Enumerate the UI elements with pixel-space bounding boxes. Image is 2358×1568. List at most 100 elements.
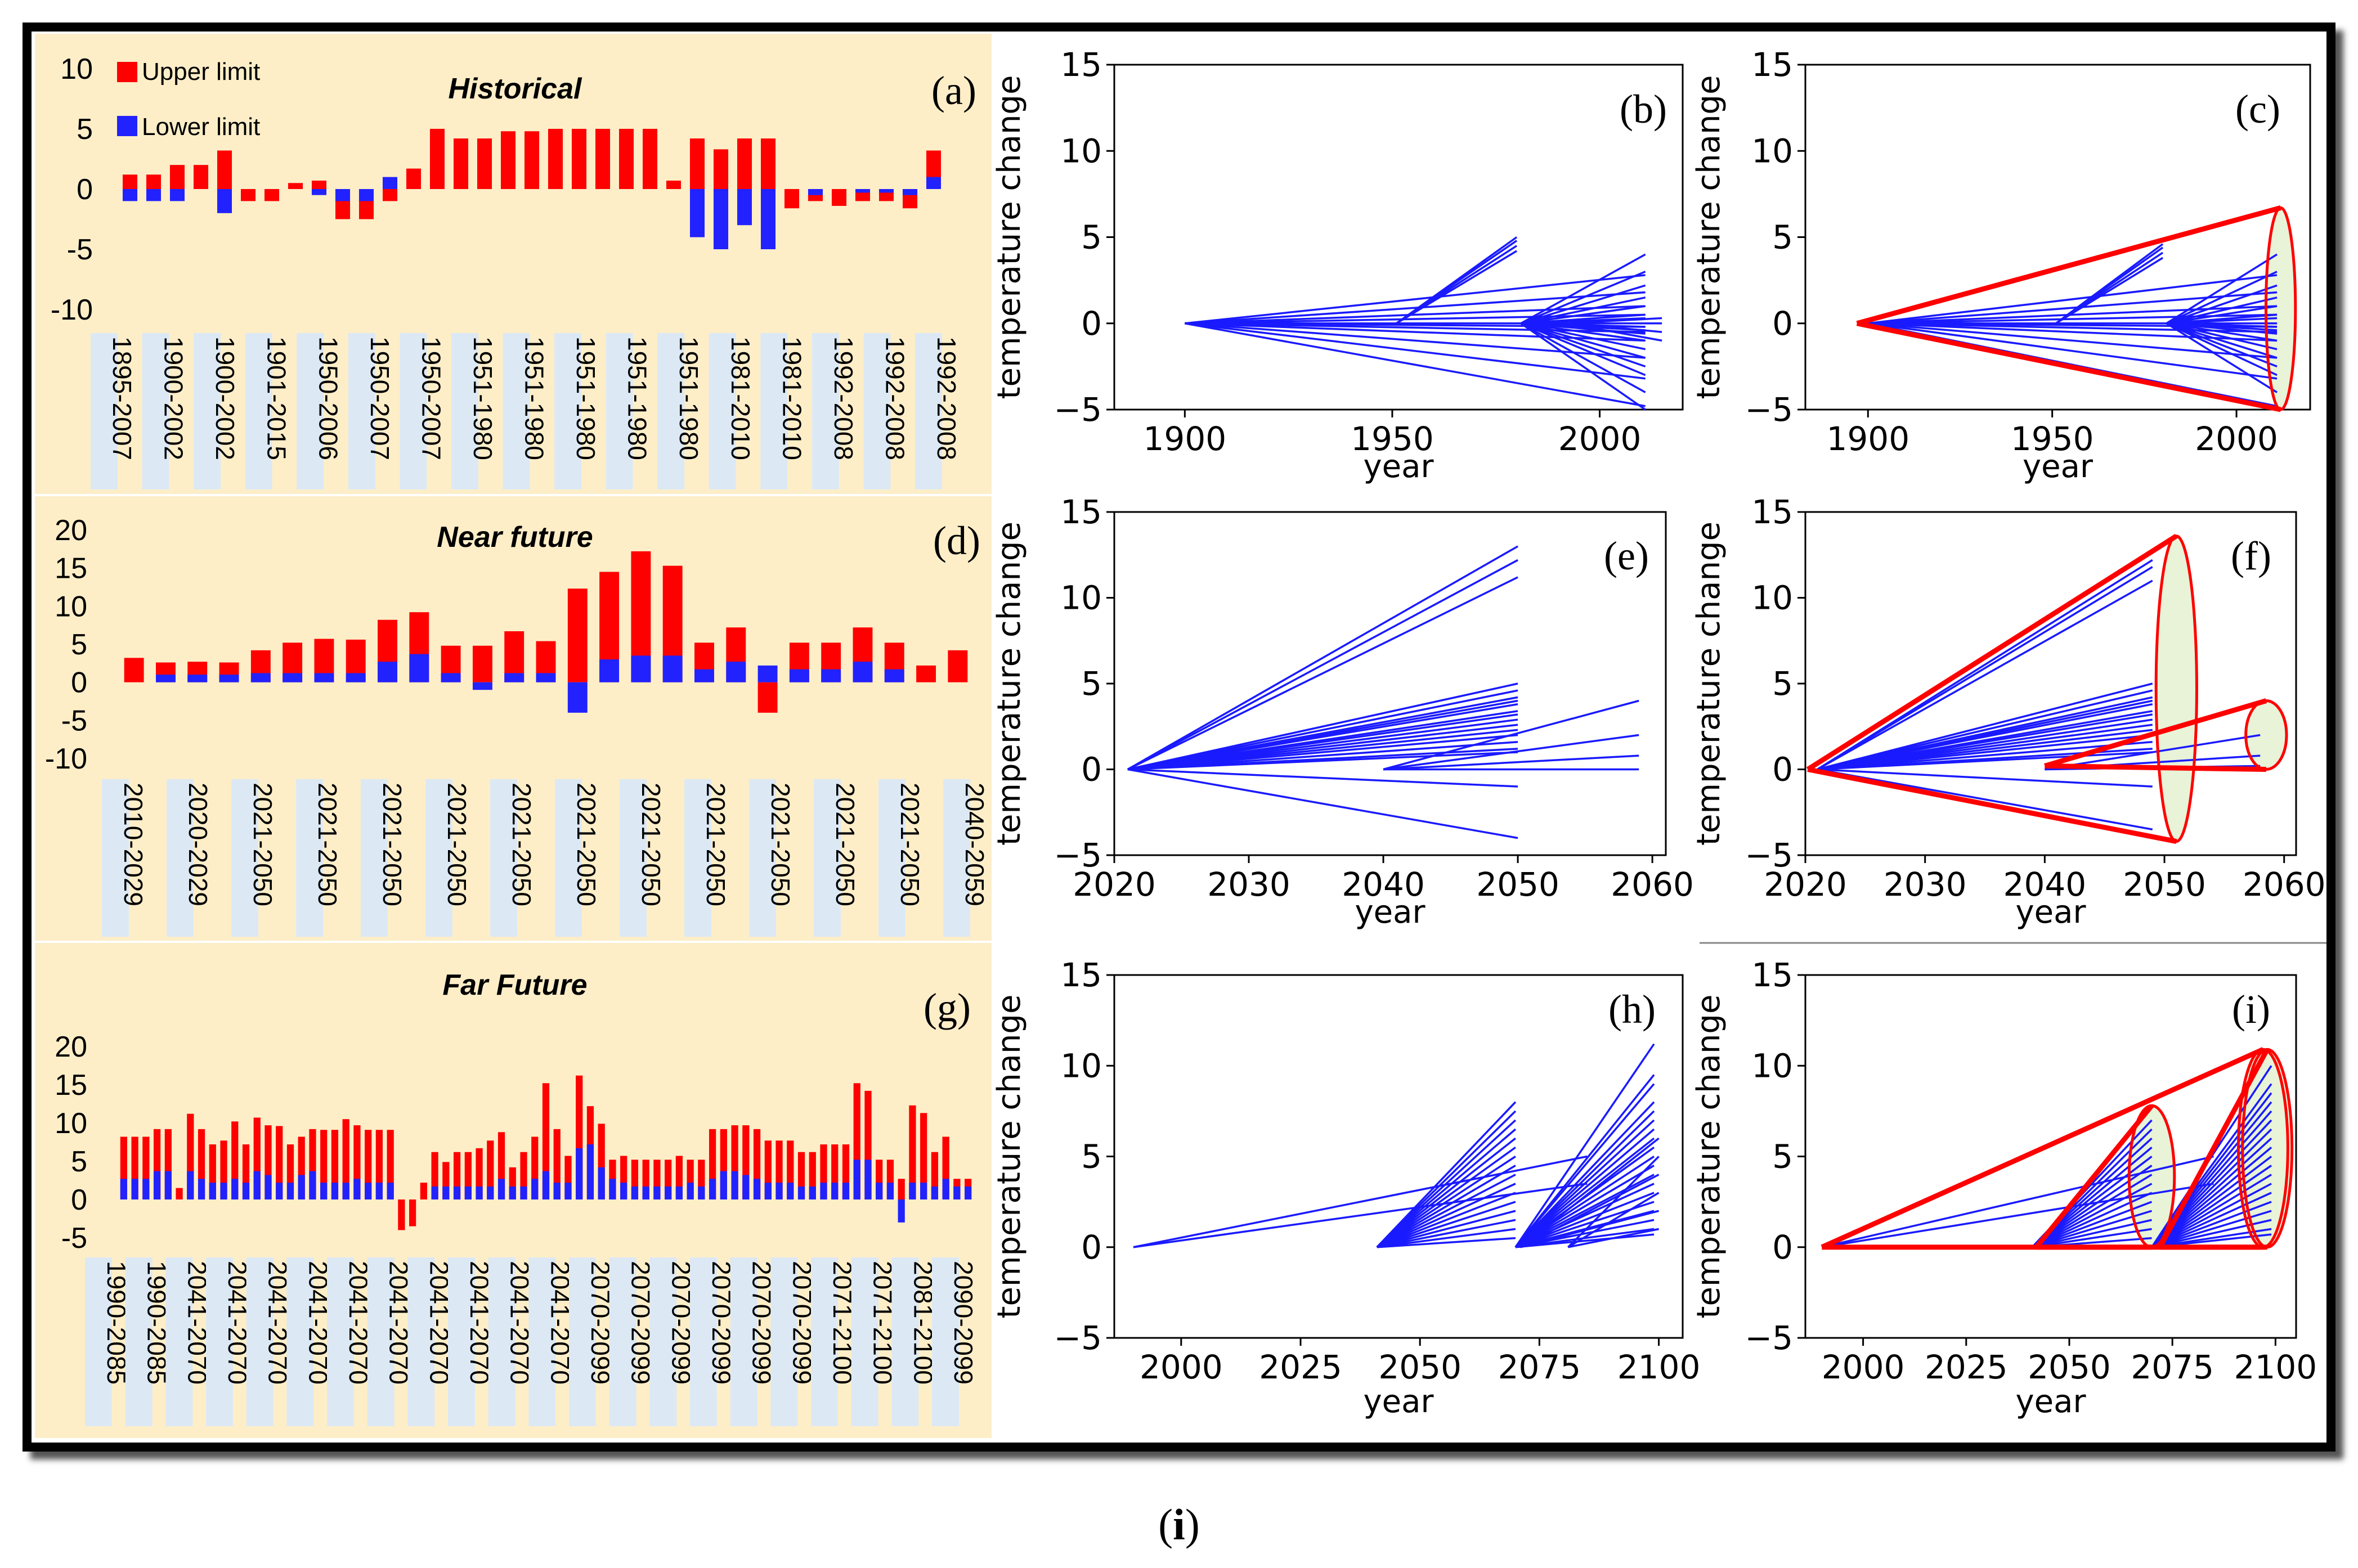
bar-upper <box>365 1130 372 1199</box>
bar-lower <box>665 1186 672 1199</box>
bar-lower <box>346 673 366 682</box>
x-tick-label: 1951-1980 <box>623 336 652 460</box>
x-tick-label: 2021-2050 <box>313 783 342 906</box>
bar-lower <box>453 1186 461 1199</box>
bar-lower <box>694 669 714 682</box>
bar-upper <box>542 1083 550 1199</box>
x-tick-label: 1950 <box>2011 420 2094 458</box>
y-tick-label: −5 <box>1745 836 1794 874</box>
bar-lower <box>387 1183 394 1199</box>
series-line <box>1567 1156 1660 1248</box>
bar-lower <box>884 669 904 682</box>
y-tick-label: 5 <box>1081 664 1102 703</box>
y-tick-label: 10 <box>1060 1046 1102 1085</box>
bar-lower <box>757 665 778 682</box>
line-chart-c: −5 0 5 10 15 1900 1950 2000 year temperature chan… <box>1691 46 2311 485</box>
x-label-background <box>327 1257 354 1426</box>
bar-lower <box>472 682 492 690</box>
x-axis-label: year <box>1364 448 1434 485</box>
series-line <box>1127 689 1518 771</box>
y-tick-label: −5 <box>1054 390 1102 429</box>
panel-label: (e) <box>1604 533 1649 578</box>
series-line <box>2151 1210 2272 1248</box>
x-label-background <box>684 779 711 937</box>
plot-frame <box>1113 64 1684 411</box>
bar-lower <box>821 669 841 682</box>
cone-edge <box>2045 763 2266 772</box>
y-tick-label: 5 <box>1081 1138 1102 1176</box>
x-tick-label: 2100 <box>2234 1348 2317 1386</box>
bar-lower <box>662 655 683 682</box>
bar-upper <box>548 129 563 189</box>
series-line <box>1817 751 2153 771</box>
panel-label: (f) <box>2231 533 2271 578</box>
bar-lower <box>464 1186 472 1199</box>
panel-label: (a) <box>931 68 976 113</box>
bar-lower <box>309 1171 316 1199</box>
series-line <box>1133 1183 1588 1248</box>
y-tick-label: 5 <box>1772 664 1793 703</box>
bar-upper <box>320 1130 328 1199</box>
series-line <box>1817 682 2153 771</box>
series-line <box>1514 1110 1655 1248</box>
bar-lower <box>209 1183 216 1199</box>
series-line <box>1817 740 2153 771</box>
series-line <box>1185 322 1646 359</box>
series-line <box>1868 274 2278 325</box>
series-line <box>1383 699 1639 771</box>
x-tick-label: 2090-2099 <box>949 1261 978 1385</box>
x-tick-label: 2050 <box>1378 1348 1462 1386</box>
bar-lower <box>713 189 729 249</box>
y-tick-label: 15 <box>1751 46 1793 84</box>
bar-upper <box>331 1130 339 1199</box>
bar-upper <box>382 189 398 201</box>
bar-lower <box>808 189 823 195</box>
x-label-background <box>811 1257 838 1426</box>
series-line <box>2151 1192 2272 1248</box>
x-label-background <box>194 333 221 489</box>
series-line <box>1377 1183 1516 1248</box>
x-label-background <box>606 333 633 489</box>
cone-fill <box>2245 700 2287 770</box>
x-axis-label: year <box>1355 894 1426 931</box>
bar-lower <box>220 1183 227 1199</box>
y-axis-label: temperature change <box>991 995 1028 1319</box>
series-line <box>1127 734 1518 771</box>
x-label-background <box>851 1257 878 1426</box>
bar-lower <box>250 673 271 682</box>
x-label-background <box>167 779 194 937</box>
series-line <box>2166 271 2278 325</box>
y-tick-label: 5 <box>71 1145 87 1178</box>
y-tick-label: -5 <box>67 233 93 266</box>
bar-lower <box>198 1179 205 1199</box>
x-tick-label: 2030 <box>1884 865 1967 904</box>
x-tick-label: 2021-2050 <box>248 783 277 906</box>
y-tick-label: -5 <box>61 1222 87 1255</box>
chart-title: Far Future <box>442 969 587 1001</box>
bar-upper <box>487 1140 494 1199</box>
bar-lower <box>375 1183 383 1199</box>
x-label-background <box>102 779 129 937</box>
series-line <box>2032 1228 2152 1248</box>
bar-upper <box>737 138 752 189</box>
series-line <box>2055 257 2164 325</box>
bar-lower <box>217 189 232 213</box>
x-tick-label: 1950 <box>1351 420 1434 458</box>
bar-lower <box>509 1186 516 1199</box>
bar-lower <box>631 1186 639 1199</box>
bar-lower <box>775 1183 783 1199</box>
y-tick-label: 10 <box>60 53 93 86</box>
bar-lower <box>920 1183 927 1199</box>
series-line <box>1566 322 1662 342</box>
bar-lower <box>353 1179 361 1199</box>
series-line <box>2166 322 2278 376</box>
plot-frame <box>1113 974 1684 1339</box>
bar-upper <box>176 1188 183 1199</box>
cone-edge <box>2044 698 2267 769</box>
bar-lower <box>687 1183 694 1199</box>
bar-lower <box>965 1186 972 1199</box>
series-line <box>1520 253 1646 325</box>
series-line <box>1185 322 1646 407</box>
bar-lower <box>809 1186 816 1199</box>
series-line <box>1520 322 1646 411</box>
